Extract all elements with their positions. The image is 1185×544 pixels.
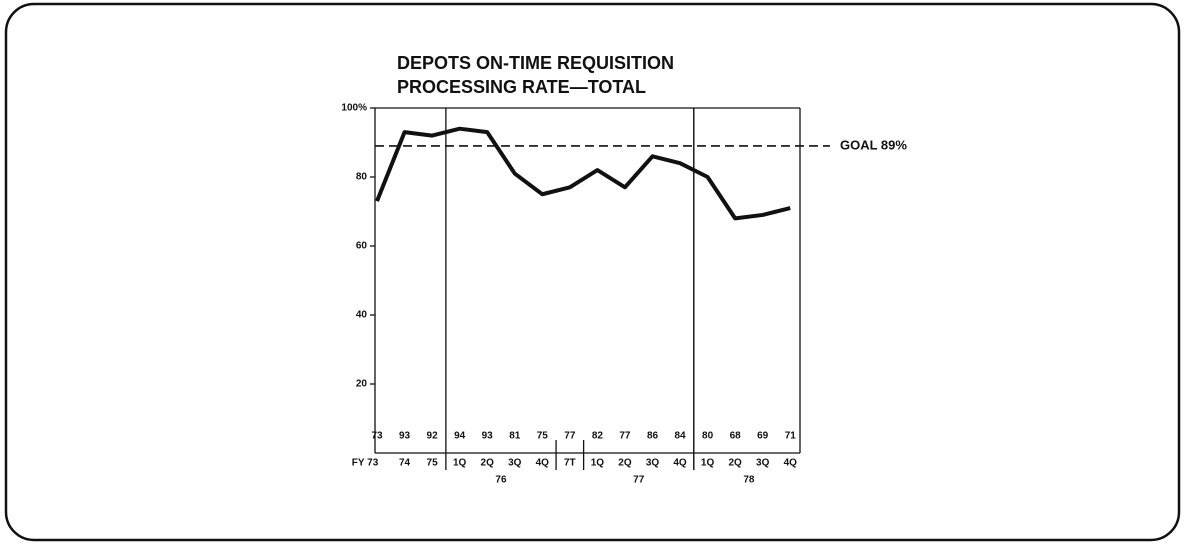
data-label: 84 (674, 431, 686, 442)
data-label: 73 (371, 431, 383, 442)
frame (4, 2, 1181, 542)
data-label: 68 (730, 431, 742, 442)
group-label: 78 (743, 475, 755, 486)
data-label: 93 (399, 431, 411, 442)
x-tick-label: 4Q (784, 458, 798, 469)
data-label: 75 (537, 431, 549, 442)
data-line (375, 126, 791, 221)
x-tick-label: 2Q (728, 458, 742, 469)
x-tick-label: 1Q (591, 458, 605, 469)
data-label: 86 (647, 431, 659, 442)
x-tick-label: FY 73 (352, 458, 379, 469)
chart-title: PROCESSING RATE—TOTAL (397, 77, 646, 97)
x-tick-label: 3Q (508, 458, 522, 469)
x-tick-label: 75 (427, 458, 439, 469)
x-tick-label: 1Q (701, 458, 715, 469)
data-label: 81 (509, 431, 521, 442)
data-label: 77 (564, 431, 576, 442)
group-label: 77 (633, 475, 645, 486)
data-label: 71 (785, 431, 797, 442)
y-tick-label: 60 (356, 241, 368, 252)
group-label: 76 (495, 475, 507, 486)
data-label: 69 (757, 431, 769, 442)
x-tick-label: 2Q (481, 458, 495, 469)
x-tick-label: 3Q (756, 458, 770, 469)
x-tick-label: 74 (399, 458, 411, 469)
data-label: 92 (427, 431, 439, 442)
y-tick-label: 100% (341, 103, 367, 114)
x-tick-label: 4Q (673, 458, 687, 469)
x-tick-label: 4Q (536, 458, 550, 469)
x-tick-label: 7T (564, 458, 576, 469)
chart-title: DEPOTS ON-TIME REQUISITION (397, 53, 674, 73)
x-tick-label: 3Q (646, 458, 660, 469)
data-label: 80 (702, 431, 714, 442)
data-label: 94 (454, 431, 466, 442)
data-label: 82 (592, 431, 604, 442)
data-label: 77 (619, 431, 631, 442)
x-tick-label: 1Q (453, 458, 467, 469)
data-label: 93 (482, 431, 494, 442)
y-tick-label: 80 (356, 172, 368, 183)
y-tick-label: 20 (356, 379, 368, 390)
y-tick-label: 40 (356, 310, 368, 321)
goal-label: GOAL 89% (840, 137, 907, 152)
x-tick-label: 2Q (618, 458, 632, 469)
